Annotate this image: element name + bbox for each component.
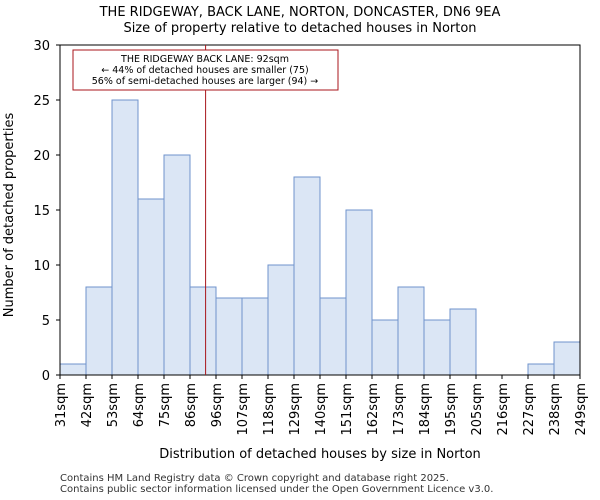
bar-118sqm xyxy=(267,264,295,376)
plot-frame xyxy=(59,44,581,376)
bar-42sqm xyxy=(85,286,113,376)
bar-107sqm xyxy=(241,297,269,376)
y-axis-label: Number of detached properties xyxy=(2,113,17,318)
x-axis-label: Distribution of detached houses by size … xyxy=(159,447,481,462)
x-tick-label: 75sqm xyxy=(158,383,173,427)
bar-96sqm xyxy=(215,297,243,376)
bar-31sqm xyxy=(59,363,87,376)
x-tick-label: 151sqm xyxy=(340,383,355,436)
x-tick-label: 118sqm xyxy=(262,383,277,436)
x-tick-label: 205sqm xyxy=(470,383,485,436)
bar-53sqm xyxy=(111,99,139,376)
annotation-box xyxy=(72,49,339,91)
x-axis-ticks: 31sqm 42sqm 53sqm 64sqm 75sqm 86sqm 96sqm 107sq… xyxy=(54,375,589,436)
x-tick-label: 96sqm xyxy=(210,383,225,427)
bar-238sqm xyxy=(553,341,581,376)
x-tick-label: 64sqm xyxy=(132,383,147,427)
y-tick-label: 30 xyxy=(33,39,50,54)
bar-195sqm xyxy=(449,308,477,376)
x-tick-label: 86sqm xyxy=(184,383,199,427)
chart-subtitle: Size of property relative to detached ho… xyxy=(123,21,476,36)
bar-140sqm xyxy=(319,297,347,376)
y-tick-label: 5 xyxy=(42,314,50,329)
bar-75sqm xyxy=(163,154,191,376)
y-tick-label: 10 xyxy=(33,259,50,274)
x-tick-label: 31sqm xyxy=(54,383,69,427)
y-tick-label: 20 xyxy=(33,149,50,164)
x-tick-label: 53sqm xyxy=(106,383,121,427)
y-tick-label: 15 xyxy=(33,204,50,219)
footer-line-2: Contains public sector information licen… xyxy=(60,484,494,495)
annotation-line-3: 56% of semi-detached houses are larger (… xyxy=(92,76,319,87)
y-tick-label: 0 xyxy=(42,369,50,384)
bar-64sqm xyxy=(137,198,165,376)
y-axis-ticks: 0 5 10 15 20 25 30 xyxy=(33,39,60,384)
x-tick-label: 42sqm xyxy=(80,383,95,427)
y-tick-label: 25 xyxy=(33,94,50,109)
bars-group xyxy=(59,99,581,376)
x-tick-label: 216sqm xyxy=(496,383,511,436)
bar-227sqm xyxy=(527,363,555,376)
footer-line-1: Contains HM Land Registry data © Crown c… xyxy=(60,473,449,484)
bar-173sqm xyxy=(397,286,425,376)
x-tick-label: 249sqm xyxy=(574,383,589,436)
bar-129sqm xyxy=(293,176,321,376)
bar-162sqm xyxy=(371,319,399,376)
bar-86sqm xyxy=(189,286,217,376)
x-tick-label: 227sqm xyxy=(522,383,537,436)
bar-151sqm xyxy=(345,209,373,376)
x-tick-label: 129sqm xyxy=(288,383,303,436)
x-tick-label: 173sqm xyxy=(392,383,407,436)
x-tick-label: 184sqm xyxy=(418,383,433,436)
x-tick-label: 162sqm xyxy=(366,383,381,436)
chart-title: THE RIDGEWAY, BACK LANE, NORTON, DONCAST… xyxy=(99,5,501,20)
x-tick-label: 238sqm xyxy=(548,383,563,436)
annotation-line-1: THE RIDGEWAY BACK LANE: 92sqm xyxy=(120,54,289,65)
bar-184sqm xyxy=(423,319,451,376)
annotation-line-2: ← 44% of detached houses are smaller (75… xyxy=(101,65,308,76)
x-tick-label: 195sqm xyxy=(444,383,459,436)
x-tick-label: 107sqm xyxy=(236,383,251,436)
x-tick-label: 140sqm xyxy=(314,383,329,436)
